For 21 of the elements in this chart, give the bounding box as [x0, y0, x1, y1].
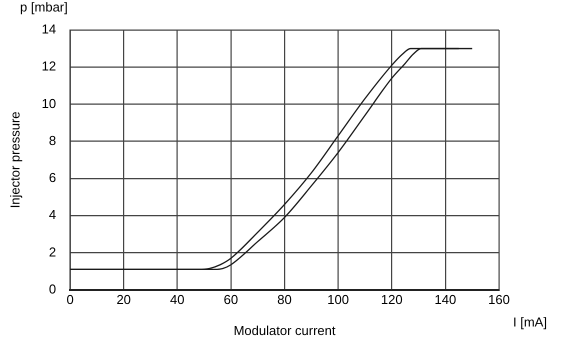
y-axis-title: Injector pressure: [7, 111, 22, 208]
x-tick-label: 160: [488, 292, 510, 308]
text: p [mbar]: [20, 0, 68, 15]
x-tick-label: 60: [224, 292, 238, 308]
x-axis-title: Modulator current: [234, 322, 336, 338]
y-tick-label: 10: [42, 96, 56, 111]
x-tick-label: 40: [170, 292, 185, 308]
y-tick-label: 6: [48, 170, 56, 186]
y-tick-label: 14: [42, 22, 56, 37]
y-tick-label: 2: [48, 244, 56, 260]
x-tick-label: 140: [434, 292, 456, 308]
x-tick-label: 120: [380, 292, 403, 308]
x-tick-label: 100: [327, 292, 349, 308]
text: I [mA]: [513, 314, 547, 330]
y-tick-label: 8: [48, 132, 56, 148]
y-tick-label: 12: [42, 58, 56, 74]
x-tick-label: 20: [116, 292, 131, 308]
x-tick-label: 0: [66, 292, 74, 308]
y-tick-label: 4: [48, 207, 56, 222]
y-tick-label: 0: [48, 281, 56, 296]
x-tick-label: 80: [277, 292, 292, 308]
